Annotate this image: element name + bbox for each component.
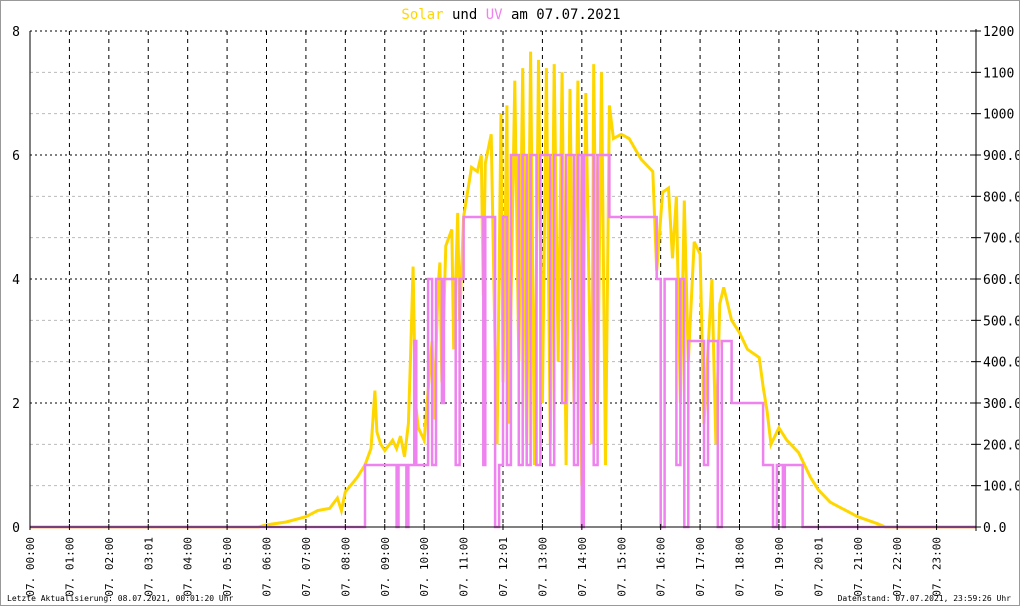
y-right-tick-label: 100.0 [983,480,1020,495]
x-tick-label: 07. 10:00 [418,537,431,597]
axes: 0 2 4 6 8 0.0 100.0 200.0 300.0 400.0 500.0 600.0 70… [12,25,1020,597]
x-tick-label: 07. 02:00 [103,537,116,597]
y-right-tick-label: 200.0 [983,438,1020,453]
last-update-text: Letzte Aktualisierung: 08.07.2021, 00:01… [7,594,234,603]
y-left-tick-label: 6 [12,149,20,164]
y-right-tick-label: 600.0 [983,273,1020,288]
x-tick-label: 07. 09:00 [379,537,392,597]
x-tick-label: 07. 03:01 [142,537,155,597]
title-und: und [444,7,486,23]
x-tick-label: 07. 08:00 [339,537,352,597]
y-right-tick-label: 500.0 [983,314,1020,329]
y-right-tick-label: 1100 [983,66,1014,81]
x-tick-label: 07. 05:00 [221,537,234,597]
y-right-tick-label: 700.0 [983,232,1020,247]
x-tick-label: 07. 11:00 [458,537,471,597]
x-tick-label: 07. 19:00 [773,537,786,597]
y-right-tick-label: 1200 [983,25,1014,40]
x-tick-label: 07. 17:00 [694,537,707,597]
x-tick-label: 07. 14:00 [576,537,589,597]
x-tick-label: 07. 15:00 [615,537,628,597]
x-tick-label: 07. 01:00 [63,537,76,597]
y-left-tick-label: 2 [12,397,20,412]
y-right-tick-label: 300.0 [983,397,1020,412]
x-tick-label: 07. 04:00 [182,537,195,597]
y-left-tick-label: 0 [12,521,20,536]
x-tick-label: 07. 13:00 [536,537,549,597]
data-status-text: Datenstand: 07.07.2021, 23:59:26 Uhr [837,594,1011,603]
x-tick-label: 07. 06:00 [261,537,274,597]
x-tick-label: 07. 07:00 [300,537,313,597]
title-date: am 07.07.2021 [503,7,621,23]
y-right-tick-label: 900.0 [983,149,1020,164]
x-tick-label: 07. 18:00 [734,537,747,597]
y-right-tick-label: 400.0 [983,356,1020,371]
y-right-tick-label: 1000 [983,108,1014,123]
series-uv-line [30,153,976,529]
x-tick-label: 07. 12:01 [497,537,510,597]
y-right-tick-label: 800.0 [983,190,1020,205]
title-uv: UV [486,7,503,23]
title-solar: Solar [401,7,443,23]
y-left-tick-label: 8 [12,25,20,40]
x-tick-label: 07. 21:00 [852,537,865,597]
x-tick-label: 07. 22:00 [891,537,904,597]
series-layer [30,51,976,529]
chart-title: Solar und UV am 07.07.2021 [401,7,620,23]
x-tick-label: 07. 20:01 [812,537,825,597]
x-tick-label: 07. 00:00 [24,537,37,597]
x-tick-label: 07. 23:00 [931,537,944,597]
x-tick-label: 07. 16:00 [655,537,668,597]
y-left-tick-label: 4 [12,273,20,288]
y-right-tick-label: 0.0 [983,521,1006,536]
